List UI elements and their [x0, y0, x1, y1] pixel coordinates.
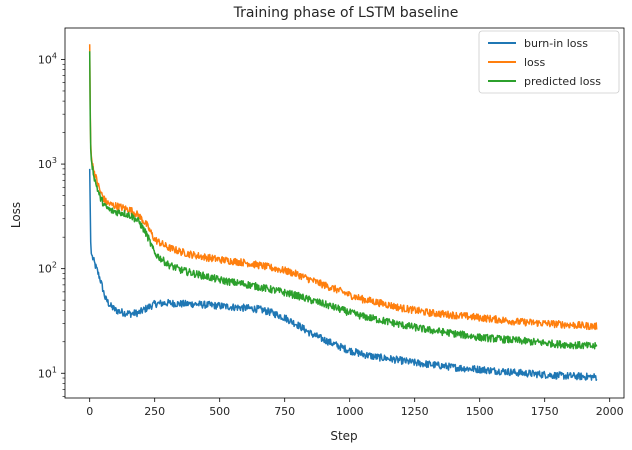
legend-label: predicted loss	[524, 75, 601, 88]
x-tick-label: 750	[274, 405, 295, 418]
x-tick-label: 1750	[531, 405, 559, 418]
x-axis-label: Step	[330, 429, 357, 443]
y-tick-exponent: 3	[52, 156, 57, 165]
y-tick-label: 103	[38, 156, 57, 171]
series-line-loss	[88, 44, 598, 331]
y-tick-label: 101	[38, 365, 57, 380]
x-tick-label: 1000	[336, 405, 364, 418]
x-tick-label: 250	[144, 405, 165, 418]
legend-label: burn-in loss	[524, 37, 588, 50]
legend-box	[478, 30, 620, 94]
y-axis-label: Loss	[9, 202, 23, 228]
y-tick-base: 10	[38, 158, 52, 171]
y-tick-exponent: 1	[52, 365, 57, 374]
y-tick-base: 10	[38, 53, 52, 66]
plot-area	[88, 44, 598, 382]
x-axis-ticks: 0 250 500 750 1000 1250 1500 1750 2000	[86, 398, 624, 418]
x-tick-label: 1500	[466, 405, 494, 418]
y-tick-label: 104	[38, 51, 57, 66]
plot-frame	[64, 27, 625, 399]
y-tick-exponent: 4	[52, 51, 57, 60]
x-tick-label: 500	[209, 405, 230, 418]
x-tick-label: 2000	[596, 405, 624, 418]
y-tick-exponent: 2	[52, 261, 57, 270]
series-line-burn-in-loss	[88, 168, 598, 382]
chart-title: Training phase of LSTM baseline	[233, 5, 459, 21]
legend: burn-in loss loss predicted loss	[478, 30, 620, 94]
legend-label: loss	[524, 56, 546, 69]
y-tick-base: 10	[38, 263, 52, 276]
x-tick-label: 0	[86, 405, 93, 418]
y-tick-base: 10	[38, 367, 52, 380]
y-tick-label: 102	[38, 261, 57, 276]
x-tick-label: 1250	[401, 405, 429, 418]
series-line-predicted-loss	[88, 51, 598, 350]
